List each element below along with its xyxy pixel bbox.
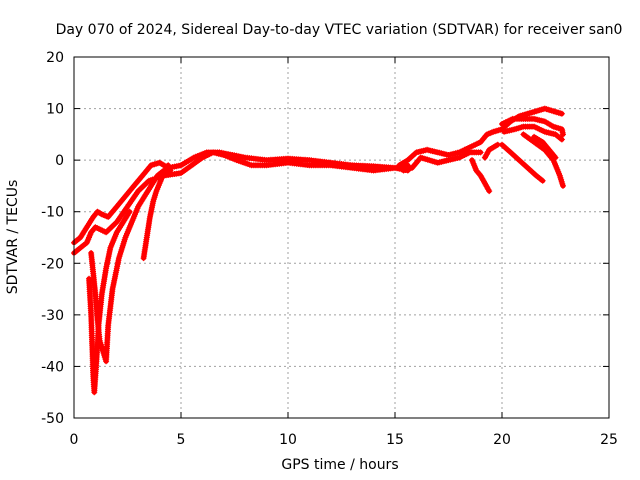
series-late-drop-1 — [469, 157, 493, 195]
y-tick-label: -20 — [41, 256, 64, 272]
x-tick-label: 20 — [493, 432, 511, 448]
series-markers — [88, 167, 174, 365]
x-tick-label: 0 — [70, 432, 79, 448]
chart-title: Day 070 of 2024, Sidereal Day-to-day VTE… — [56, 22, 623, 38]
series-evening-3 — [501, 123, 565, 143]
y-tick-label: 10 — [46, 102, 64, 118]
y-tick-label: -40 — [41, 359, 64, 375]
series-markers — [481, 141, 501, 161]
y-tick-label: -30 — [41, 308, 64, 324]
series-late-2 — [400, 149, 484, 174]
series-markers — [469, 157, 493, 195]
y-tick-label: -10 — [41, 205, 64, 221]
series-markers — [396, 126, 505, 169]
series-markers — [501, 123, 565, 143]
x-tick-label: 25 — [600, 432, 618, 448]
series-late-1 — [396, 126, 505, 169]
y-axis-label: SDTVAR / TECUs — [5, 180, 21, 295]
x-tick-labels: 0 5 10 15 20 25 — [70, 432, 618, 448]
y-tick-label: 0 — [55, 153, 64, 169]
series-markers — [499, 141, 546, 184]
series-dip-3 — [140, 162, 172, 262]
y-tick-label: -50 — [41, 411, 64, 427]
y-tick-label: 20 — [46, 50, 64, 66]
series-evening-drop-1 — [499, 141, 546, 184]
y-tick-labels: -50 -40 -30 -20 -10 0 10 20 — [41, 50, 64, 427]
x-tick-label: 10 — [279, 432, 297, 448]
series-markers — [531, 133, 559, 161]
series-evening-drop-3 — [531, 133, 559, 161]
series-late-drop-2 — [481, 141, 501, 161]
x-axis-label: GPS time / hours — [281, 457, 398, 473]
series-evening-drop-2 — [520, 131, 566, 189]
series-evening-2 — [499, 115, 566, 138]
x-tick-label: 15 — [386, 432, 404, 448]
series-dip-2 — [88, 167, 174, 365]
series-markers — [499, 115, 566, 138]
ticks — [73, 56, 610, 419]
series-markers — [400, 149, 484, 174]
series-track-1 — [71, 149, 411, 246]
series-markers — [140, 162, 172, 262]
x-tick-label: 5 — [177, 432, 186, 448]
series-markers — [520, 131, 566, 189]
plot-frame — [73, 56, 610, 419]
